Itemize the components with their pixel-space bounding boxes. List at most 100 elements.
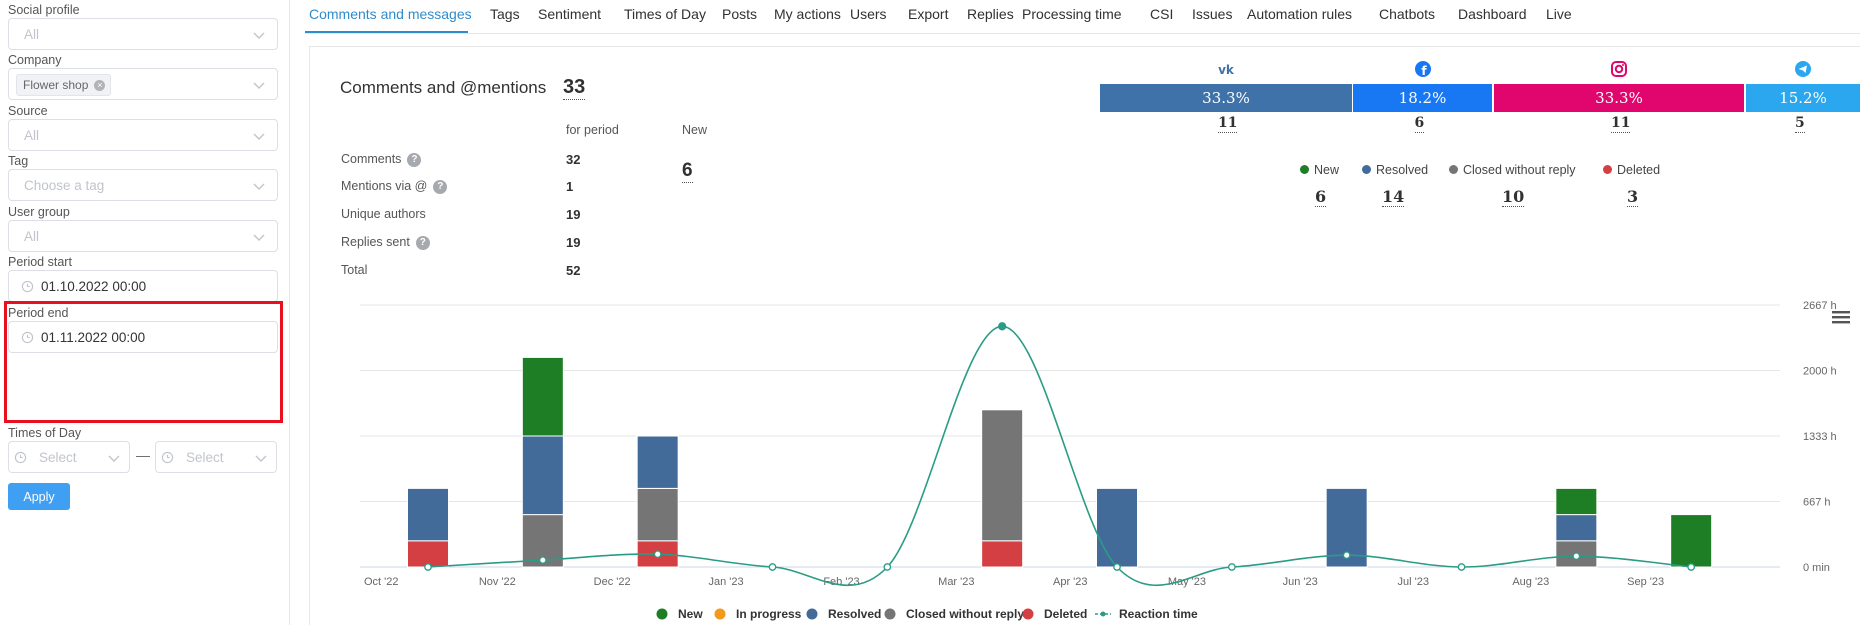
tab-csi[interactable]: CSI [1150,6,1174,22]
stat-value: 19 [566,207,581,222]
help-icon[interactable]: ? [415,235,430,250]
vk-icon: vk [1218,63,1235,77]
reaction-time-point[interactable] [653,550,662,559]
tab-automation-rules[interactable]: Automation rules [1247,6,1353,22]
legend-item[interactable]: Resolved [828,607,881,621]
bar-segment-deleted[interactable] [981,540,1024,568]
bar-segment-new[interactable] [521,356,564,437]
apply-button[interactable]: Apply [8,483,70,510]
period-end-label: Period end [8,306,69,320]
bar-segment-resolved[interactable] [1555,514,1598,542]
legend-item[interactable]: Deleted [1044,607,1087,621]
tab-chatbots[interactable]: Chatbots [1379,6,1436,22]
bar-segment-resolved[interactable] [521,435,564,516]
stat-label-text: Mentions via @ [341,179,428,193]
telegram-icon [1795,61,1811,77]
chevron-down-icon [253,32,265,39]
reaction-time-point[interactable] [424,563,432,571]
status-legend-item: Closed without reply [1449,163,1576,177]
reaction-time-point[interactable] [768,563,777,571]
bar-segment-deleted[interactable] [407,540,449,568]
tab-my-actions[interactable]: My actions [774,6,841,22]
reaction-time-point[interactable] [1457,563,1466,571]
network-count[interactable]: 11 [1218,115,1238,133]
tab-processing-time[interactable]: Processing time [1022,6,1122,22]
legend-item[interactable]: In progress [736,607,802,621]
x-tick-label: Dec '22 [594,576,631,588]
bar-segment-new[interactable] [1555,487,1598,516]
tab-users[interactable]: Users [850,6,887,22]
reaction-time-point[interactable] [1113,563,1121,571]
stat-label: Replies sent? [341,235,430,250]
status-count[interactable]: 14 [1382,187,1405,207]
network-count[interactable]: 11 [1611,115,1631,133]
x-tick-label: Sep '23 [1627,576,1664,588]
time-from-select[interactable]: Select [8,441,130,473]
status-label: Closed without reply [1463,163,1576,177]
help-icon[interactable]: ? [407,152,422,167]
period-start-value: 01.10.2022 00:00 [41,279,147,294]
period-highlight-box [4,301,283,423]
company-select[interactable]: Flower shop × [8,68,278,100]
time-from-value: Select [39,450,77,465]
network-share-bar: 33.3% [1100,84,1352,112]
reaction-time-point[interactable] [538,556,547,564]
legend-item[interactable]: Reaction time [1119,607,1198,621]
chart-menu-icon[interactable] [1832,310,1850,324]
tag-label: Tag [8,154,29,168]
tab-comments-and-messages[interactable]: Comments and messages [309,6,472,22]
y2-tick-label: 2000 h [1803,366,1837,378]
stat-label-text: Total [341,263,368,277]
status-dot-icon [1362,165,1371,174]
legend-item[interactable]: Closed without reply [906,607,1024,621]
period-end-input[interactable]: 01.11.2022 00:00 [8,321,278,353]
bar-segment-new[interactable] [1670,514,1713,568]
social-profile-select[interactable]: All [8,18,278,50]
tab-dashboard[interactable]: Dashboard [1458,6,1527,22]
bar-segment-resolved[interactable] [1096,487,1138,568]
tab-export[interactable]: Export [908,6,949,22]
tab-replies[interactable]: Replies [967,6,1014,22]
reaction-time-point[interactable] [1687,563,1696,571]
status-label: New [1314,163,1340,177]
bar-segment-resolved[interactable] [407,487,449,542]
status-count[interactable]: 3 [1627,187,1639,207]
time-to-select[interactable]: Select [155,441,277,473]
legend-item[interactable]: New [678,607,703,621]
bar-segment-closed-without-reply[interactable] [981,409,1024,542]
network-count[interactable]: 6 [1414,115,1425,133]
summary-total-count[interactable]: 33 [563,76,586,100]
bar-segment-resolved[interactable] [636,435,679,489]
reaction-time-point[interactable] [1572,552,1581,561]
reaction-time-point[interactable] [1227,563,1236,571]
tag-remove-icon[interactable]: × [94,80,106,91]
legend-dot-icon [1022,608,1034,620]
network-share-bar: 33.3% [1494,84,1744,112]
stat-label: Mentions via @? [341,179,448,194]
instagram-icon [1611,61,1627,77]
status-count[interactable]: 10 [1502,187,1525,207]
tab-sentiment[interactable]: Sentiment [538,6,602,22]
user-group-select[interactable]: All [8,220,278,252]
active-tab-indicator [305,31,468,33]
tab-tags[interactable]: Tags [490,6,520,22]
tab-issues[interactable]: Issues [1192,6,1233,22]
reaction-time-point[interactable] [883,563,892,571]
new-count-value[interactable]: 6 [682,160,693,183]
status-dot-icon [1449,165,1458,174]
reaction-time-point[interactable] [1342,551,1351,560]
chevron-down-icon [108,455,120,462]
svg-text:f: f [1421,64,1427,78]
network-count[interactable]: 5 [1795,115,1805,133]
tab-times-of-day[interactable]: Times of Day [624,6,706,22]
tag-select[interactable]: Choose a tag [8,169,278,201]
status-legend-item: Resolved [1362,163,1428,177]
source-select[interactable]: All [8,119,278,151]
tab-live[interactable]: Live [1546,6,1572,22]
help-icon[interactable]: ? [433,179,448,194]
bar-segment-closed-without-reply[interactable] [636,487,679,542]
period-start-input[interactable]: 01.10.2022 00:00 [8,270,278,302]
status-count[interactable]: 6 [1315,187,1327,207]
reaction-time-point[interactable] [998,322,1007,331]
tab-posts[interactable]: Posts [722,6,758,22]
